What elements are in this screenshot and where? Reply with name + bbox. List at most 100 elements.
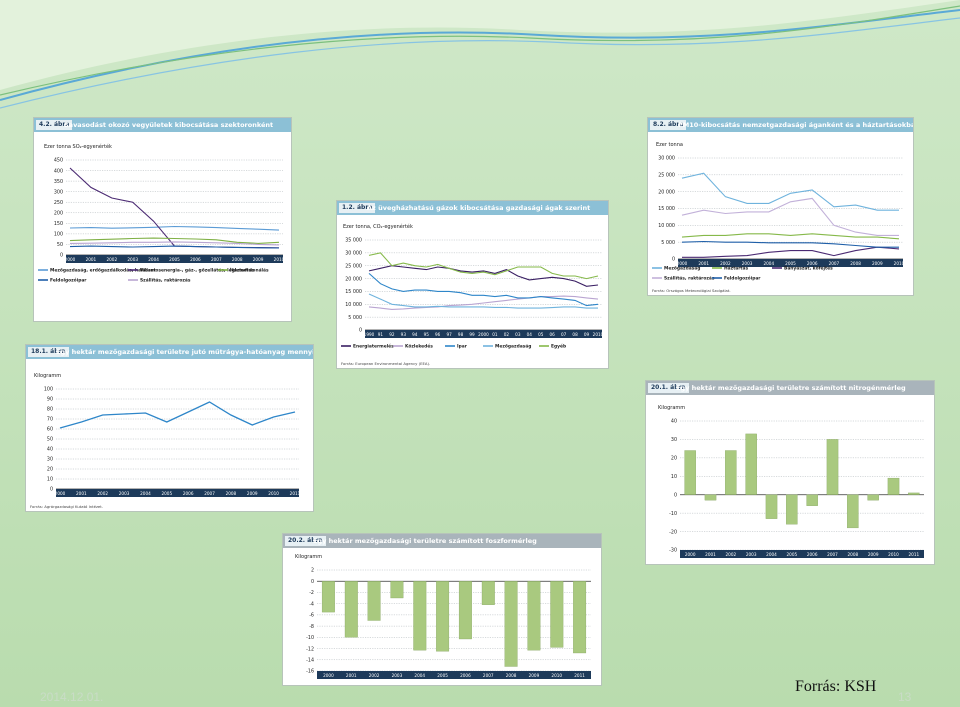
y-tick-label: 0 [311,579,314,585]
y-tick-label: 2 [311,568,314,574]
y-tick-label: -16 [306,669,314,675]
bar-2006 [458,581,472,640]
series-line-3 [69,245,280,249]
x-tick-label: 03 [515,332,521,337]
x-tick-label: 2006 [190,257,201,262]
y-tick-label: 20 [47,467,53,473]
source-note: Forrás: European Environmental Agency (E… [341,361,430,366]
series-line-1 [681,233,900,240]
x-tick-label: 2002 [97,491,108,496]
y-axis-label: Ezer tonna [656,142,683,148]
x-tick-label: 2010 [274,257,285,262]
x-tick-label: 2011 [290,491,301,496]
series-line-1 [69,167,280,249]
x-axis-band [365,330,602,338]
x-tick-label: 09 [584,332,590,337]
x-tick-label: 04 [527,332,533,337]
x-tick-label: 2008 [232,257,243,262]
source-note: Forrás: Agrárgazdasági Kutató Intézet. [30,504,103,509]
y-tick-label: 40 [671,419,677,425]
y-tick-label: -6 [309,613,314,619]
x-tick-label: 2009 [247,491,258,496]
y-tick-label: 25 000 [658,173,675,179]
series-line-0 [681,172,899,211]
bar-2006 [806,494,818,506]
y-tick-label: 5 000 [661,240,675,246]
x-tick-label: 2006 [807,261,818,266]
bar-2010 [887,477,900,495]
figure-number: 1.2. ábra [339,203,376,213]
bar-2011 [908,492,920,495]
y-tick-label: 60 [47,427,53,433]
x-tick-label: 2002 [106,257,117,262]
y-axis-label: Kilogramm [295,554,322,560]
legend-label: Energiatermelés [353,343,394,350]
bar-2008 [504,581,518,667]
x-tick-label: 2001 [705,552,716,557]
bar-2007 [826,439,839,495]
x-tick-label: 2008 [226,491,237,496]
chart-svg: Kilogramm -30 -20 -10 0 10 20 30 40 2000 2001 2002 2… [658,405,924,558]
bar-2002 [367,581,381,621]
y-axis-label: Kilogramm [34,373,61,379]
legend-label: Szállítás, raktározás [140,277,191,284]
y-tick-label: 250 [54,200,63,206]
bar-2004 [765,494,778,519]
series-line-4 [681,240,899,248]
legend-label: Mezőgazdaság [664,265,700,272]
x-tick-label: 2007 [829,261,840,266]
x-axis-band [317,671,591,679]
series-line-0 [69,225,280,231]
legend-label: Ipar [457,344,468,350]
series-line-3 [368,293,598,309]
x-tick-label: 2004 [148,257,159,262]
source-note: Forrás: Országos Meteorológiai Szolgálat… [652,288,731,293]
chart-svg: Ezer tonna SO₂-egyenérték 0 50 100 150 200 250… [38,143,285,284]
y-tick-label: -10 [669,511,677,517]
y-tick-label: 20 000 [658,189,675,195]
panel-title-bar: 8.2. ábra PM10-kibocsátás nemzetgazdaság… [648,118,913,132]
legend-label: Mezőgazdaság, erdőgazdálkodás, halászat [50,267,156,274]
bar-2000 [684,450,696,495]
legend-label: Háztartás [724,265,748,272]
y-tick-label: 30 [47,457,53,463]
x-tick-label: 2001 [346,673,357,678]
chart-svg: Kilogramm 0 10 20 30 40 50 60 70 80 90 100 2000 2001 2… [30,373,301,509]
y-tick-label: 20 000 [345,276,362,282]
figure-number: 20.2. ábra [285,536,326,546]
x-tick-label: 2003 [746,552,757,557]
x-tick-label: 2000 [685,552,696,557]
bar-2009 [867,494,879,501]
x-tick-label: 2010 [551,673,562,678]
bar-2004 [413,581,427,651]
bar-2009 [527,581,541,651]
y-tick-label: 35 000 [345,238,362,244]
legend-label: Háztartás [230,267,254,274]
y-tick-label: 40 [47,447,53,453]
x-tick-label: 2004 [763,261,774,266]
x-tick-label: 2005 [786,552,797,557]
x-tick-label: 02 [504,332,510,337]
y-tick-label: 80 [47,407,53,413]
x-tick-label: 2006 [183,491,194,496]
legend-label: Egyéb [551,343,566,350]
x-tick-label: 2007 [483,673,494,678]
y-tick-label: -30 [669,548,677,554]
series-line-1 [368,295,599,310]
x-tick-label: 2004 [140,491,151,496]
x-tick-label: 2010 [894,261,905,266]
header-wave [0,0,960,109]
y-tick-label: 50 [47,437,53,443]
y-tick-label: 0 [60,253,63,259]
x-axis-band [56,489,299,497]
y-axis-label: Ezer tonna SO₂-egyenérték [44,143,112,150]
y-tick-label: 350 [54,179,63,185]
y-tick-label: 30 000 [658,156,675,162]
y-tick-label: 200 [54,210,63,216]
x-tick-label: 2009 [529,673,540,678]
x-tick-label: 96 [435,332,441,337]
y-tick-label: 10 000 [345,302,362,308]
y-axis-label: Ezer tonna, CO₂-egyenérték [343,223,413,230]
x-tick-label: 2003 [392,673,403,678]
x-tick-label: 97 [446,332,452,337]
